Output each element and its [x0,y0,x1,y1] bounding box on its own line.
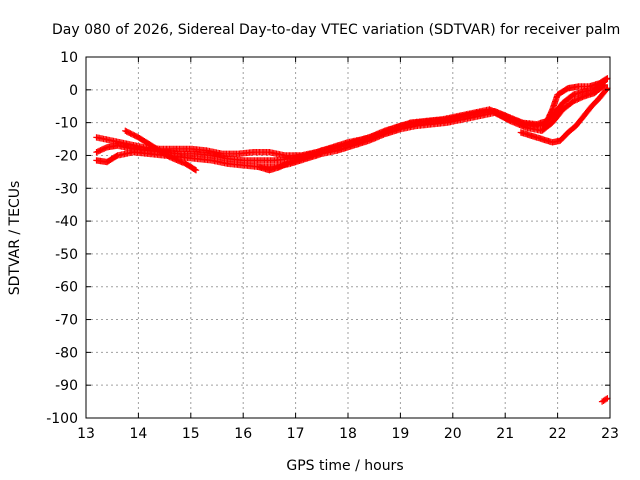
y-tick-label: -60 [55,280,78,296]
y-tick-label: -90 [55,378,78,394]
y-tick-label: -70 [55,313,78,329]
y-tick-label: -40 [55,214,78,230]
x-tick-label: 21 [496,426,514,442]
y-tick-label: -100 [46,411,78,427]
data-marker-path [598,395,611,405]
series-track-6 [517,85,611,146]
series-track-4 [122,127,200,174]
series-track-7 [598,395,611,405]
y-tick-label: -50 [55,247,78,263]
y-tick-label: -30 [55,181,78,197]
x-axis-label: GPS time / hours [286,458,403,474]
x-tick-label: 23 [601,426,619,442]
series-track-5 [255,149,325,174]
data-marker-path [122,127,200,174]
data-marker-path [255,149,325,174]
grid-lines [86,57,610,418]
x-tick-label: 17 [287,426,305,442]
chart-title: Day 080 of 2026, Sidereal Day-to-day VTE… [52,22,620,38]
y-tick-label: -10 [55,116,78,132]
x-tick-label: 19 [391,426,409,442]
y-tick-label: 10 [60,50,78,66]
data-marker-path [517,85,611,146]
data-points [93,75,611,405]
x-tick-label: 18 [339,426,357,442]
x-tick-label: 14 [129,426,147,442]
y-axis-label: SDTVAR / TECUs [7,181,23,296]
x-tick-label: 15 [182,426,200,442]
y-tick-label: -80 [55,345,78,361]
x-tick-label: 16 [234,426,252,442]
y-tick-label: 0 [69,83,78,99]
axis-ticks [85,56,611,419]
tick-labels: 13 14 15 16 17 18 19 20 21 22 23 10 0 -10 -20 -30 -40 -50… [46,50,619,442]
y-tick-label: -20 [55,148,78,164]
x-tick-label: 13 [77,426,95,442]
x-tick-label: 20 [444,426,462,442]
x-tick-label: 22 [549,426,567,442]
